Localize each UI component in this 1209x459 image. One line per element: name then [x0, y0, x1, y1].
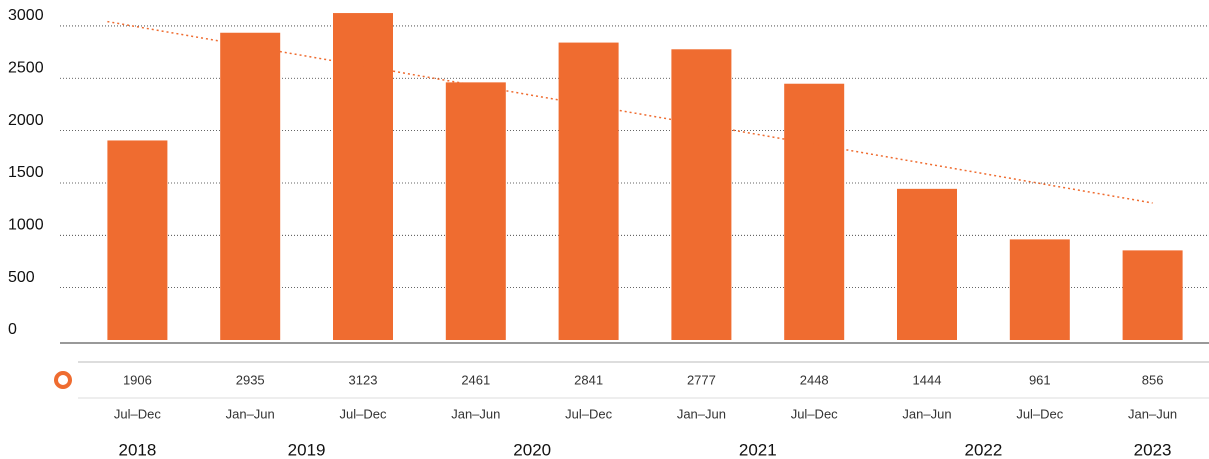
bar [1122, 250, 1183, 340]
legend-icon [54, 371, 72, 389]
bar [220, 32, 281, 340]
x-tick-label: Jan–Jun [902, 406, 951, 421]
group-label: 2020 [513, 440, 551, 459]
bar [558, 42, 619, 340]
bar [784, 83, 845, 340]
x-tick-label: Jan–Jun [226, 406, 275, 421]
group-label: 2023 [1134, 440, 1172, 459]
trend-line [107, 20, 1153, 204]
bar [445, 82, 506, 340]
x-tick-label: Jul–Dec [340, 406, 387, 421]
group-label: 2018 [118, 440, 156, 459]
value-label: 1906 [123, 372, 152, 387]
value-label: 856 [1142, 372, 1164, 387]
group-label: 2022 [964, 440, 1002, 459]
y-tick-label: 3000 [8, 7, 44, 24]
bar [107, 140, 168, 340]
bar [1009, 239, 1070, 340]
bar [333, 13, 393, 340]
y-tick-label: 1000 [8, 217, 44, 234]
bar [897, 188, 957, 340]
value-label: 1444 [913, 372, 942, 387]
group-label: 2019 [288, 440, 326, 459]
y-tick-label: 2500 [8, 60, 44, 77]
group-label: 2021 [739, 440, 777, 459]
value-label: 961 [1029, 372, 1051, 387]
value-label: 2935 [236, 372, 265, 387]
bar [671, 49, 732, 341]
y-tick-label: 2000 [8, 112, 44, 129]
x-tick-label: Jan–Jun [451, 406, 500, 421]
x-tick-label: Jan–Jun [1128, 406, 1177, 421]
x-tick-label: Jul–Dec [565, 406, 612, 421]
value-label: 2448 [800, 372, 829, 387]
x-tick-label: Jan–Jun [677, 406, 726, 421]
x-tick-label: Jul–Dec [791, 406, 838, 421]
x-tick-label: Jul–Dec [1016, 406, 1063, 421]
y-tick-label: 1500 [8, 164, 44, 181]
value-label: 3123 [349, 372, 378, 387]
x-tick-label: Jul–Dec [114, 406, 161, 421]
value-label: 2777 [687, 372, 716, 387]
y-tick-label: 500 [8, 269, 35, 286]
value-label: 2841 [574, 372, 603, 387]
y-tick-label: 0 [8, 321, 17, 338]
value-label: 2461 [461, 372, 490, 387]
